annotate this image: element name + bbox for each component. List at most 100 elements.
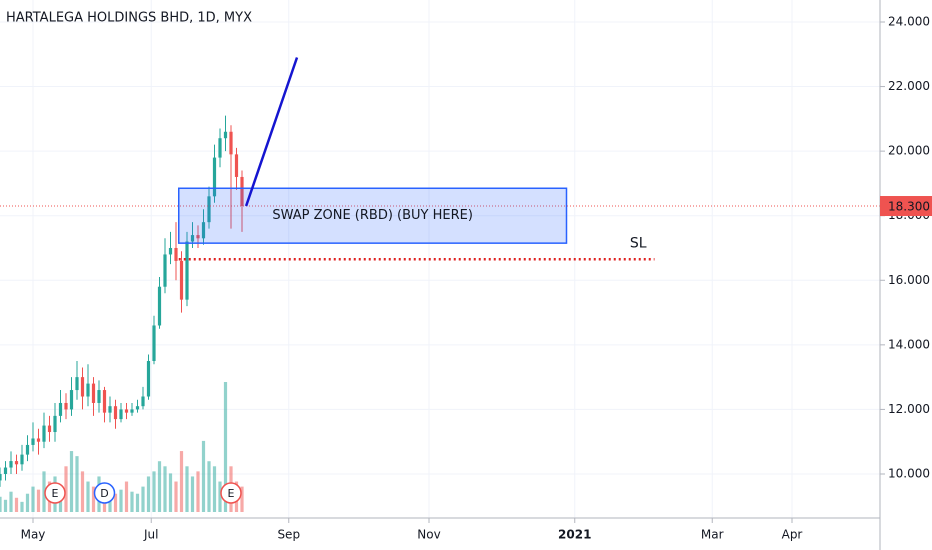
- volume-bar: [201, 440, 206, 512]
- y-tick-label: 20.000: [888, 144, 930, 158]
- y-tick-label: 12.000: [888, 402, 930, 416]
- volume-bar: [86, 481, 90, 512]
- y-tick-label: 10.000: [888, 466, 930, 480]
- candle-body: [179, 260, 184, 300]
- volume-bar: [119, 489, 123, 512]
- volume-bar: [124, 481, 129, 512]
- volume-bar: [75, 456, 79, 512]
- event-label: E: [52, 487, 59, 500]
- candle-body: [190, 235, 195, 242]
- volume-bar: [69, 451, 74, 512]
- volume-bar: [179, 451, 184, 512]
- x-tick-label: Jul: [143, 528, 158, 542]
- volume-bar: [218, 481, 222, 512]
- candle-body: [36, 438, 41, 442]
- event-badge: [93, 482, 116, 504]
- volume-bar: [130, 491, 134, 512]
- candle-body: [20, 454, 24, 465]
- candle-body: [97, 390, 101, 403]
- volume-bar: [168, 473, 173, 512]
- volume-bar: [42, 471, 46, 512]
- candle-body: [218, 138, 222, 158]
- candle-body: [25, 444, 30, 455]
- volume-bar: [64, 466, 68, 512]
- candle-body: [152, 325, 156, 361]
- x-tick-label: May: [21, 528, 46, 542]
- x-tick-label: Nov: [417, 528, 440, 542]
- candle-body: [69, 390, 74, 410]
- plot: E D E SWAP ZONE (RBD) (BUY HERE) SL: [0, 57, 880, 504]
- candle-body: [31, 438, 35, 445]
- event-badge: [44, 482, 66, 504]
- swap-zone: [178, 187, 568, 244]
- candle-body: [207, 196, 211, 223]
- candle-body: [0, 473, 2, 481]
- event-label: D: [100, 487, 108, 500]
- candle-body: [130, 409, 134, 413]
- volume-bar: [223, 382, 228, 512]
- candle-body: [86, 383, 90, 397]
- x-tick-label: 2021: [558, 528, 591, 542]
- stop-loss-label: SL: [630, 235, 647, 251]
- y-tick-label: 16.000: [888, 273, 930, 287]
- x-tick-label: Mar: [701, 528, 724, 542]
- volume-bar: [240, 486, 244, 512]
- y-tick-label: 22.000: [888, 79, 930, 93]
- candle-body: [229, 131, 233, 155]
- volume-bar: [196, 471, 200, 512]
- candle-body: [124, 409, 129, 413]
- volume-bar: [113, 493, 118, 512]
- x-tick-label: Apr: [782, 528, 803, 542]
- volume-bar: [146, 476, 151, 512]
- trend-line: [244, 57, 299, 207]
- candle-body: [174, 247, 178, 261]
- chart-title: HARTALEGA HOLDINGS BHD, 1D, MYX: [6, 11, 252, 26]
- y-tick-label: 24.000: [888, 14, 930, 28]
- last-price-box: [880, 196, 932, 217]
- candle-body: [212, 157, 217, 197]
- candle-body: [196, 235, 200, 239]
- volume-bar: [152, 471, 156, 512]
- volume-bar: [36, 489, 41, 512]
- volume-bar: [0, 496, 2, 512]
- event-label: E: [228, 487, 235, 500]
- x-tick-label: Sep: [277, 528, 300, 542]
- candle-body: [146, 360, 151, 397]
- volume-bar: [80, 471, 85, 512]
- candle-body: [9, 461, 13, 468]
- candle-body: [119, 409, 123, 420]
- candle-body: [135, 406, 140, 410]
- candle-body: [223, 131, 228, 139]
- volume-bar: [157, 461, 162, 512]
- y-tick-label: 14.000: [888, 337, 930, 351]
- volume-bar: [20, 501, 24, 512]
- candle-body: [42, 425, 46, 442]
- volume-bar: [190, 476, 195, 512]
- candle-body: [3, 467, 8, 474]
- candle-body: [168, 247, 173, 255]
- candle-body: [91, 383, 96, 403]
- candle-body: [53, 415, 57, 433]
- volume-bar: [3, 499, 8, 512]
- volume-bar: [141, 486, 145, 512]
- candle-body: [234, 154, 239, 177]
- volume-bar: [14, 497, 19, 512]
- candle-body: [201, 222, 206, 239]
- volume-bar: [31, 486, 35, 512]
- candle-body: [141, 396, 145, 407]
- volume-bar: [91, 486, 96, 512]
- swap-zone-label: SWAP ZONE (RBD) (BUY HERE): [272, 208, 473, 223]
- axes: 10.00012.00014.00016.00018.00020.00022.0…: [21, 14, 932, 542]
- candle-body: [185, 241, 189, 300]
- volume-bar: [135, 493, 140, 512]
- candle-body: [157, 286, 162, 326]
- candle-body: [58, 402, 63, 416]
- last-price-label: 18.300: [888, 200, 930, 214]
- volume-bar: [174, 481, 178, 512]
- volume-bar: [212, 466, 217, 512]
- candle-body: [80, 377, 85, 397]
- candle-body: [47, 425, 52, 433]
- candle-body: [113, 406, 118, 420]
- candle-body: [102, 390, 107, 413]
